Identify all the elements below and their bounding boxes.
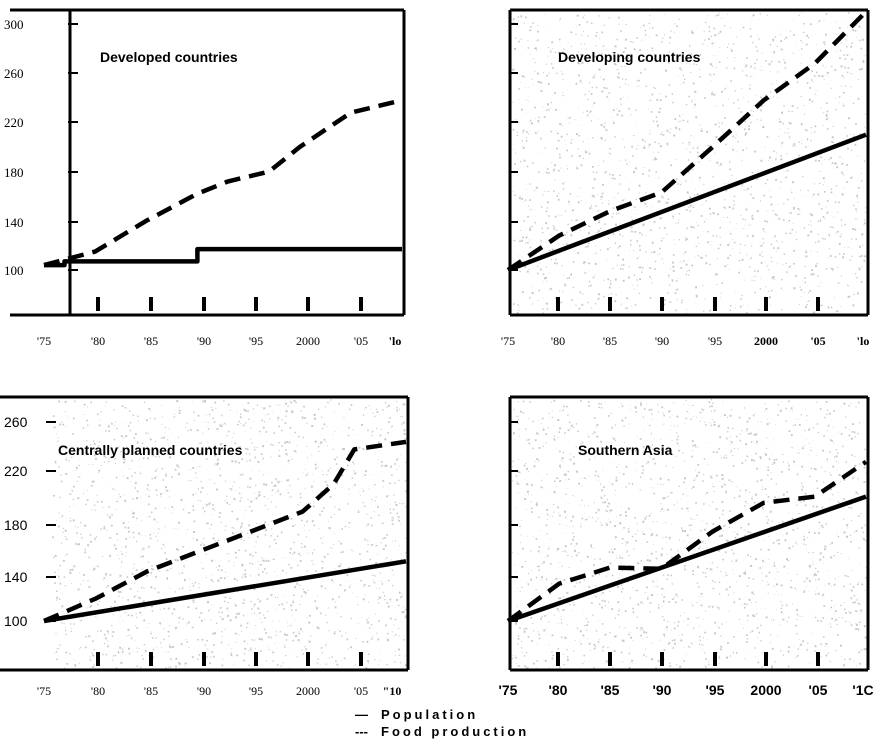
x-tick-mark xyxy=(556,652,560,666)
x-tick-label: 'lo xyxy=(389,334,402,348)
x-tick-label: '90 xyxy=(197,684,211,698)
x-tick-label: '05 xyxy=(810,334,825,348)
x-tick-mark xyxy=(359,297,363,311)
panel-2: '75 '80 '85 '90 '95 2000 '05 'lo Developing coun… xyxy=(501,8,870,348)
x-tick-mark xyxy=(660,652,664,666)
x-tick-label: '80 xyxy=(91,334,105,348)
legend: — Population --- Food production xyxy=(355,706,595,740)
x-tick-mark xyxy=(359,652,363,666)
x-tick-mark xyxy=(149,297,153,311)
x-tick-label: '85 xyxy=(144,684,158,698)
x-tick-label: '05 xyxy=(809,682,828,698)
x-tick-mark xyxy=(96,297,100,311)
panel-title: Developed countries xyxy=(100,49,238,65)
x-tick-mark xyxy=(254,297,258,311)
series-food-production xyxy=(43,439,407,624)
panel-3: 100 140 180 220 260 '75 '80 '85 '90 '95 2000 '05 "10… xyxy=(0,395,410,698)
x-tick-mark xyxy=(202,297,206,311)
x-tick-mark xyxy=(660,297,664,311)
x-tick-mark xyxy=(764,652,768,666)
x-tick-label: "10 xyxy=(383,684,402,698)
series-food-production xyxy=(506,10,868,272)
x-tick-label: '75 xyxy=(37,334,51,348)
x-tick-mark xyxy=(96,652,100,666)
panel-1: 100 140 180 220 260 300 '75 '80 '85 '90 '95 2000 '05… xyxy=(4,8,406,348)
x-tick-label: 'lo xyxy=(857,334,870,348)
legend-symbol-dashed: --- xyxy=(355,724,368,739)
x-tick-mark xyxy=(556,297,560,311)
x-tick-mark xyxy=(816,297,820,311)
x-tick-label: '80 xyxy=(551,334,565,348)
series-population xyxy=(44,246,402,268)
x-tick-mark xyxy=(816,652,820,666)
x-tick-label: '90 xyxy=(655,334,669,348)
panel-texture xyxy=(512,399,868,670)
series-population xyxy=(43,559,407,624)
x-tick-mark xyxy=(149,652,153,666)
y-tick-label: 140 xyxy=(4,215,24,230)
panel-title: Southern Asia xyxy=(578,442,673,458)
legend-entry-food-production: --- Food production xyxy=(355,723,595,740)
series-population xyxy=(507,132,867,273)
x-tick-mark xyxy=(306,652,310,666)
x-tick-mark xyxy=(608,297,612,311)
x-tick-mark xyxy=(764,297,768,311)
panel-title: Developing countries xyxy=(558,49,701,65)
x-tick-label: '95 xyxy=(708,334,722,348)
series-food-production xyxy=(506,459,868,623)
x-tick-label: '95 xyxy=(249,684,263,698)
legend-label-food-production: Food production xyxy=(381,724,530,739)
x-tick-label: 2000 xyxy=(754,334,778,348)
x-tick-label: '75 xyxy=(37,684,51,698)
x-tick-label: '80 xyxy=(91,684,105,698)
x-tick-mark xyxy=(713,297,717,311)
y-tick-label: 180 xyxy=(4,165,24,180)
x-tick-label: '85 xyxy=(601,682,620,698)
x-tick-label: 2000 xyxy=(296,684,320,698)
x-tick-label: 2000 xyxy=(750,682,781,698)
x-tick-label: '90 xyxy=(653,682,672,698)
series-population xyxy=(507,494,867,624)
panel-title: Centrally planned countries xyxy=(58,442,243,458)
x-tick-label: '85 xyxy=(603,334,617,348)
x-tick-label: '90 xyxy=(197,334,211,348)
y-tick-label: 100 xyxy=(4,613,28,629)
y-tick-label: 140 xyxy=(4,569,28,585)
x-tick-label: '75 xyxy=(499,682,518,698)
x-tick-label: '75 xyxy=(501,334,515,348)
x-tick-label: '1C xyxy=(852,682,873,698)
x-tick-mark xyxy=(306,297,310,311)
y-tick-label: 180 xyxy=(4,517,28,533)
panel-4: '75 '80 '85 '90 '95 2000 '05 '1C Southern Asia xyxy=(499,395,874,698)
x-tick-label: '05 xyxy=(354,334,368,348)
legend-label-population: Population xyxy=(381,707,479,722)
x-tick-label: '80 xyxy=(549,682,568,698)
y-tick-label: 220 xyxy=(4,463,28,479)
series-food-production xyxy=(43,98,403,268)
x-tick-mark xyxy=(713,652,717,666)
x-tick-mark xyxy=(254,652,258,666)
panel-texture xyxy=(52,399,408,670)
x-tick-label: '95 xyxy=(706,682,725,698)
y-tick-label: 300 xyxy=(4,17,24,32)
legend-symbol-solid: — xyxy=(355,707,368,722)
y-tick-label: 260 xyxy=(4,414,28,430)
y-tick-label: 260 xyxy=(4,66,24,81)
y-tick-label: 100 xyxy=(4,263,24,278)
x-tick-mark xyxy=(202,652,206,666)
x-tick-label: 2000 xyxy=(296,334,320,348)
x-tick-mark xyxy=(608,652,612,666)
x-tick-label: '05 xyxy=(354,684,368,698)
x-tick-label: '85 xyxy=(144,334,158,348)
x-tick-label: '95 xyxy=(249,334,263,348)
y-tick-label: 220 xyxy=(4,115,24,130)
legend-entry-population: — Population xyxy=(355,706,595,723)
